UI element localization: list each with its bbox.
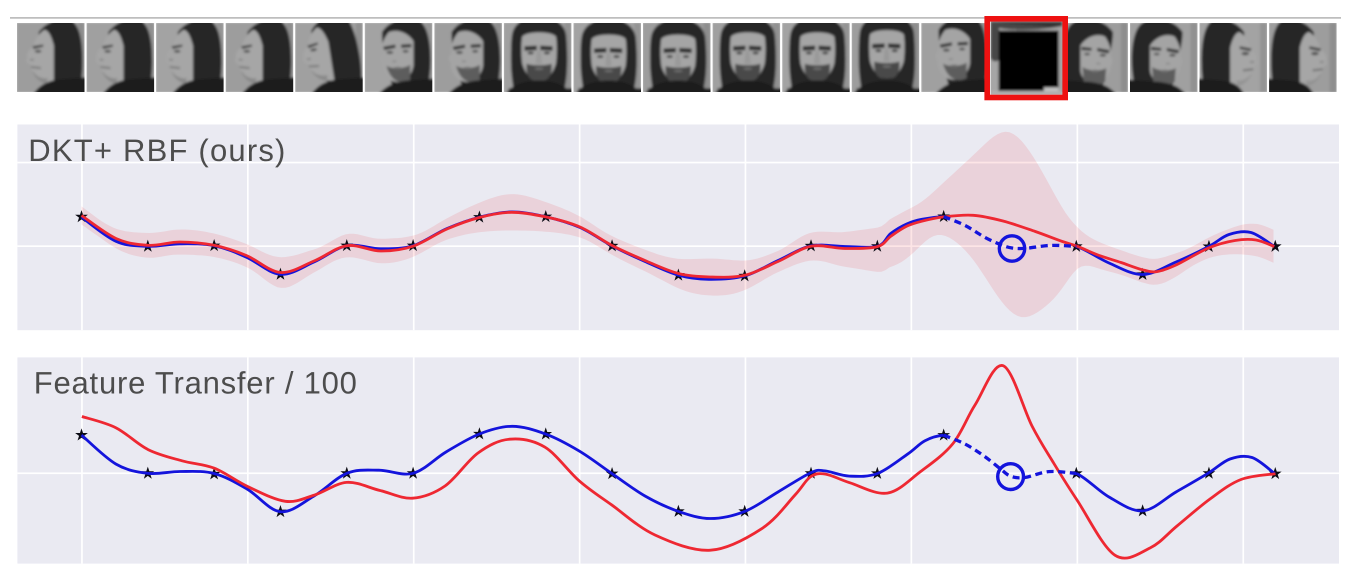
svg-text:Feature Transfer / 100: Feature Transfer / 100	[34, 365, 358, 400]
svg-text:DKT+ RBF (ours): DKT+ RBF (ours)	[28, 133, 286, 168]
